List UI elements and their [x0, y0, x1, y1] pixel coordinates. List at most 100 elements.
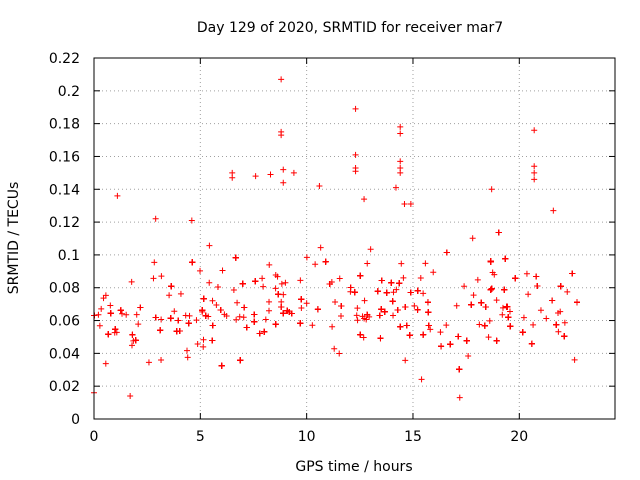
data-point: [267, 171, 274, 178]
data-point: [531, 176, 538, 183]
data-point: [443, 249, 450, 256]
y-tick-label: 0.14: [49, 182, 80, 198]
data-point: [137, 304, 144, 311]
data-point: [95, 311, 102, 318]
data-point: [367, 246, 374, 253]
data-point: [414, 306, 421, 313]
data-point: [338, 312, 345, 319]
data-point: [505, 314, 512, 321]
data-point: [482, 304, 489, 311]
data-point: [528, 340, 535, 347]
data-point: [397, 323, 404, 330]
x-tick-labels: 0 5 10 15 20: [90, 429, 529, 445]
data-point: [347, 284, 354, 291]
data-point: [376, 312, 383, 319]
data-point: [388, 279, 395, 286]
data-point: [437, 329, 444, 336]
data-point: [393, 286, 400, 293]
data-point: [354, 317, 361, 324]
data-point: [571, 356, 578, 363]
data-point: [317, 244, 324, 251]
data-point: [275, 291, 282, 298]
chart-title: Day 129 of 2020, SRMTID for receiver mar…: [197, 20, 503, 36]
data-point: [314, 306, 321, 313]
data-point: [561, 333, 568, 340]
data-point: [232, 254, 239, 261]
data-point: [280, 166, 287, 173]
data-point: [364, 260, 371, 267]
data-point: [463, 337, 470, 344]
data-point: [297, 277, 304, 284]
data-point: [158, 273, 165, 280]
y-tick-label: 0.06: [49, 314, 80, 330]
data-point: [266, 298, 273, 305]
data-point: [469, 235, 476, 242]
data-point: [501, 286, 508, 293]
data-point: [105, 331, 112, 338]
data-point: [102, 360, 109, 367]
data-point: [316, 182, 323, 189]
data-point: [425, 322, 432, 329]
data-point: [381, 308, 388, 315]
data-point: [406, 332, 413, 339]
data-point: [309, 322, 316, 329]
data-point: [357, 272, 364, 279]
data-point: [184, 354, 191, 361]
data-point: [274, 273, 281, 280]
data-point: [151, 259, 158, 266]
data-point: [152, 215, 159, 222]
data-point: [209, 337, 216, 344]
data-point: [424, 299, 431, 306]
data-point: [486, 317, 493, 324]
data-point: [266, 261, 273, 268]
data-point: [411, 302, 418, 309]
data-point: [200, 343, 207, 350]
data-point: [487, 286, 494, 293]
data-point: [107, 302, 114, 309]
data-point: [394, 307, 401, 314]
data-point: [561, 319, 568, 326]
data-point: [214, 283, 221, 290]
data-point: [256, 330, 263, 337]
data-point: [485, 334, 492, 341]
data-point: [217, 307, 224, 314]
data-point: [352, 168, 359, 175]
data-point: [499, 304, 506, 311]
data-point: [357, 331, 364, 338]
y-tick-labels: 0 0.02 0.04 0.06 0.08 0.1 0.12 0.14 0.16 0.18 0.2 0…: [49, 51, 80, 428]
data-point: [182, 312, 189, 319]
data-point: [383, 289, 390, 296]
y-axis-label: SRMTID / TECUs: [6, 182, 22, 295]
data-point: [197, 267, 204, 274]
axis-ticks: [93, 57, 615, 420]
data-point: [100, 295, 107, 302]
data-point: [303, 300, 310, 307]
data-point: [286, 309, 293, 316]
data-point: [512, 275, 519, 282]
data-point: [495, 229, 502, 236]
data-point: [288, 310, 295, 317]
data-point: [470, 292, 477, 299]
data-point: [447, 341, 454, 348]
data-point: [443, 322, 450, 329]
data-point: [278, 303, 285, 310]
data-point: [403, 322, 410, 329]
data-point: [461, 283, 468, 290]
data-point: [523, 270, 530, 277]
data-point: [453, 302, 460, 309]
data-point: [280, 310, 287, 317]
data-point: [420, 290, 427, 297]
data-point: [378, 277, 385, 284]
data-point: [175, 317, 182, 324]
grid-layer: [94, 58, 615, 419]
data-point: [177, 290, 184, 297]
data-point: [278, 280, 285, 287]
data-point: [354, 305, 361, 312]
data-point: [167, 315, 174, 322]
data-point: [422, 260, 429, 267]
data-point: [360, 334, 367, 341]
data-point: [188, 217, 195, 224]
data-point: [396, 280, 403, 287]
data-point: [402, 357, 409, 364]
data-point: [398, 260, 405, 267]
